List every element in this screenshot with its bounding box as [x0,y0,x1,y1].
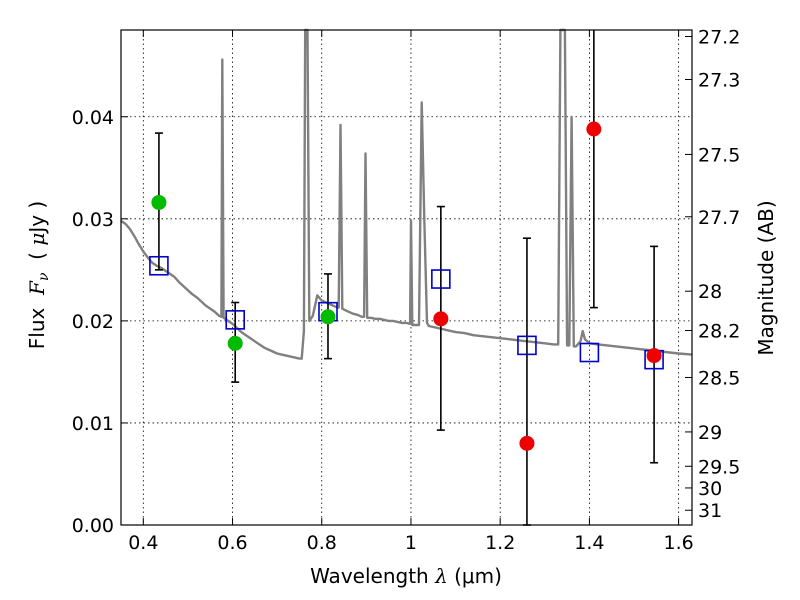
observed-point [320,309,336,325]
magnitude-tick-label: 27.3 [698,69,740,91]
observed-point [151,194,167,210]
model-point [149,255,169,276]
observed-point [433,311,449,327]
model-point [431,269,451,289]
y-axis-label: Flux Fν ( μJy ) [25,201,52,349]
x-tick-label: 0.4 [128,532,158,554]
observed-photometry-layer [151,121,662,451]
magnitude-tick-label: 27.7 [698,207,740,229]
observed-point [646,348,662,364]
magnitude-tick-label: 27.2 [698,27,740,49]
y-tick-label: 0.01 [72,413,114,435]
x-axis-ticks: 0.4 0.6 0.8 1 1.2 1.4 1.6 [128,30,694,554]
x-tick-label: 0.8 [307,532,337,554]
magnitude-axis-label: Magnitude (AB) [754,200,778,355]
x-tick-label: 1.4 [574,532,604,554]
observed-point [227,335,243,351]
magnitude-tick-label: 30 [698,478,722,500]
magnitude-tick-label: 27.5 [698,144,740,166]
y-tick-label: 0.04 [72,107,114,129]
model-point [517,335,537,356]
x-tick-label: 1.2 [485,532,515,554]
y-axis-ticks: 0.00 0.01 0.02 0.03 0.04 [72,107,128,537]
magnitude-tick-label: 28.2 [698,321,740,343]
magnitude-tick-label: 31 [698,500,722,522]
model-photometry-layer [149,255,664,370]
x-tick-label: 1 [405,532,417,554]
x-tick-label: 0.6 [217,532,247,554]
magnitude-tick-label: 28.5 [698,367,740,389]
magnitude-tick-label: 29.5 [698,456,740,478]
model-point [225,310,245,330]
x-axis-label: Wavelength λ (μm) [310,564,502,588]
observed-point [586,121,602,137]
model-point [579,342,600,363]
magnitude-tick-label: 29 [698,422,722,444]
x-tick-label: 1.6 [664,532,694,554]
y-tick-label: 0.00 [72,515,114,537]
observed-point [519,435,535,451]
plot-frame [120,29,693,526]
y-tick-label: 0.03 [72,209,114,231]
y-tick-label: 0.02 [72,311,114,333]
magnitude-tick-label: 28 [698,281,722,303]
